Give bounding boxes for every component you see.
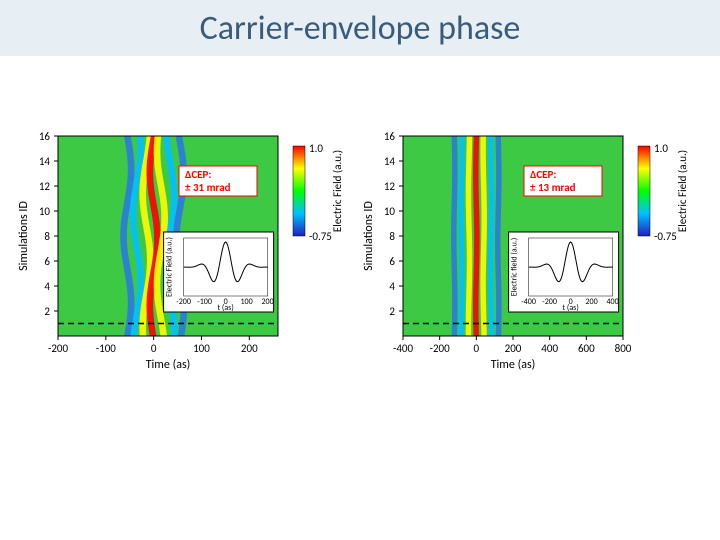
svg-text:-0.75: -0.75 (654, 230, 677, 243)
heatmap-panel-left: -200 -100 0 100 200 Time (as) 2 4 6 8 10 12 14 16 Simu… (13, 126, 353, 381)
svg-text:ΔCEP:: ΔCEP: (530, 168, 556, 181)
title-bar: Carrier-envelope phase (0, 0, 720, 56)
heatmap-svg-right: -400 -200 0 200 400 600 800 Time (as) 2 4 6 8 10 12 14… (358, 126, 708, 376)
heatmap-panel-right: -400 -200 0 200 400 600 800 Time (as) 2 4 6 8 10 12 14… (358, 126, 708, 381)
svg-text:14: 14 (383, 155, 395, 168)
svg-text:-400: -400 (521, 297, 536, 307)
svg-text:Electric Field (a.u.): Electric Field (a.u.) (164, 237, 174, 297)
svg-text:1.0: 1.0 (654, 142, 668, 155)
charts-row: -200-1000100200Time (as)246810121416Simu… (0, 56, 720, 381)
svg-text:Time (as): Time (as) (145, 358, 190, 372)
svg-text:800: 800 (614, 342, 631, 355)
svg-text:100: 100 (240, 297, 252, 307)
svg-text:8: 8 (389, 230, 395, 243)
svg-text:Electric field (a.u.): Electric field (a.u.) (509, 238, 519, 297)
svg-text:6: 6 (389, 255, 395, 268)
svg-text:14: 14 (38, 155, 50, 168)
svg-text:200: 200 (261, 297, 273, 307)
svg-text:200: 200 (504, 342, 521, 355)
svg-text:16: 16 (38, 130, 50, 143)
svg-text:2: 2 (44, 305, 50, 318)
svg-text:600: 600 (577, 342, 594, 355)
svg-text:10: 10 (383, 205, 395, 218)
svg-text:-0.75: -0.75 (309, 230, 332, 243)
svg-text:12: 12 (38, 180, 50, 193)
svg-text:6: 6 (44, 255, 50, 268)
svg-text:0: 0 (473, 342, 479, 355)
svg-text:-200: -200 (176, 297, 191, 307)
svg-text:400: 400 (606, 297, 618, 307)
svg-text:200: 200 (240, 342, 257, 355)
svg-text:t (as): t (as) (217, 303, 233, 313)
svg-text:10: 10 (38, 205, 50, 218)
svg-text:Simulations ID: Simulations ID (17, 201, 31, 271)
svg-text:t (as): t (as) (562, 303, 578, 313)
svg-text:-200: -200 (47, 342, 68, 355)
svg-text:8: 8 (44, 230, 50, 243)
svg-text:100: 100 (193, 342, 210, 355)
svg-text:16: 16 (383, 130, 395, 143)
page-title: Carrier-envelope phase (200, 8, 521, 49)
svg-text:± 13 mrad: ± 13 mrad (530, 181, 576, 194)
svg-text:-200: -200 (542, 297, 557, 307)
svg-text:-100: -100 (197, 297, 212, 307)
svg-text:Time (as): Time (as) (490, 358, 535, 372)
svg-text:1.0: 1.0 (309, 142, 323, 155)
heatmap-svg-left: -200 -100 0 100 200 Time (as) 2 4 6 8 10 12 14 16 Simu… (13, 126, 353, 376)
svg-text:Electric Field (a.u.): Electric Field (a.u.) (676, 150, 689, 232)
svg-text:Simulations ID: Simulations ID (362, 201, 376, 271)
svg-text:± 31 mrad: ± 31 mrad (185, 181, 231, 194)
svg-text:200: 200 (585, 297, 597, 307)
svg-text:4: 4 (389, 280, 395, 293)
svg-text:0: 0 (150, 342, 156, 355)
svg-text:12: 12 (383, 180, 395, 193)
svg-text:-200: -200 (429, 342, 450, 355)
svg-text:4: 4 (44, 280, 50, 293)
svg-text:-400: -400 (392, 342, 413, 355)
svg-text:2: 2 (389, 305, 395, 318)
svg-text:-100: -100 (95, 342, 116, 355)
svg-text:Electric Field (a.u.): Electric Field (a.u.) (331, 150, 344, 232)
svg-text:ΔCEP:: ΔCEP: (185, 168, 211, 181)
svg-text:400: 400 (541, 342, 558, 355)
